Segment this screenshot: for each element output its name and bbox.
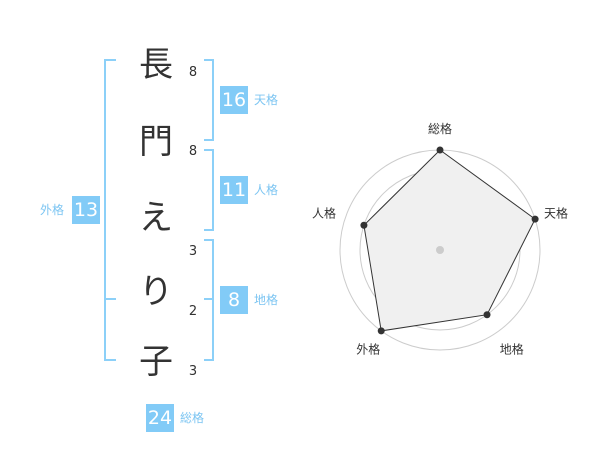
radar-point [360,221,368,229]
jinkaku-label: 人格 [254,183,279,197]
tenkaku-label: 天格 [254,93,279,107]
stroke-count: 3 [188,244,198,259]
radar-axis-label: 天格 [544,205,568,220]
radar-axis-label: 外格 [356,342,380,357]
gaikaku-value: 13 [72,196,100,224]
gaikaku-bracket [104,59,116,361]
radar-axis-label: 総格 [428,121,452,136]
radar-axis-label: 人格 [312,205,336,220]
chikaku-bracket-tick [204,298,214,300]
radar-point [436,146,444,154]
name-char: 門 [139,122,173,162]
stroke-count: 3 [188,364,198,379]
radar-point [531,215,539,223]
jinkaku-bracket [204,149,214,231]
stroke-count: 8 [188,144,198,159]
name-char: え [139,198,173,238]
chikaku-label: 地格 [254,293,279,307]
gaikaku-bracket-tick [106,298,116,300]
soukaku-label: 総格 [180,411,205,425]
radar-axis-label: 地格 [500,342,524,357]
stroke-count: 8 [188,65,198,80]
gaikaku-label: 外格 [40,203,65,217]
radar-area [363,149,536,332]
chikaku-bracket [204,239,214,361]
jinkaku-value: 11 [220,176,248,204]
tenkaku-bracket [204,59,214,141]
radar-point [377,327,385,335]
tenkaku-value: 16 [220,86,248,114]
chikaku-value: 8 [220,286,248,314]
name-char: 長 [139,45,173,85]
name-char: り [139,272,173,312]
name-char: 子 [139,342,173,382]
stroke-count: 2 [188,304,198,319]
radar-center-dot [436,246,444,254]
radar-point [483,311,491,319]
soukaku-value: 24 [146,404,174,432]
